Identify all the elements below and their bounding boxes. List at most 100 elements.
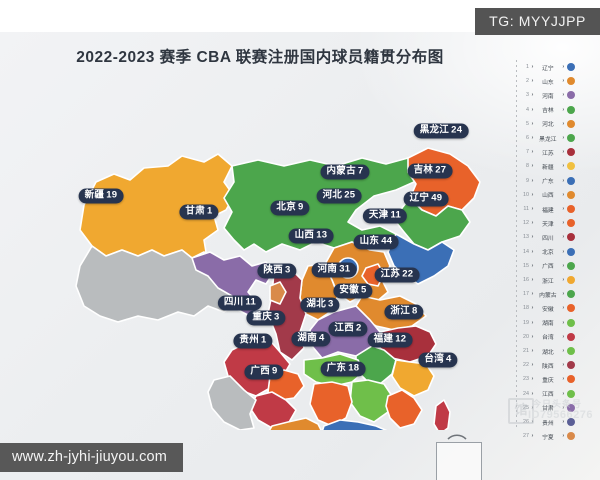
legend-rank: 16 xyxy=(523,277,529,284)
chevron-right-icon: › xyxy=(562,220,565,227)
card-sheen xyxy=(350,32,600,182)
region-guangdong xyxy=(321,419,388,430)
legend-color-swatch xyxy=(566,91,575,100)
map-label-3: 辽宁 49 xyxy=(403,191,449,207)
region-fujian xyxy=(385,389,423,429)
map-label-name: 吉林 xyxy=(413,164,434,176)
map-label-19: 江西 2 xyxy=(328,321,368,337)
map-label-count: 27 xyxy=(435,164,447,176)
map-label-count: 3 xyxy=(274,311,280,323)
legend-row: 9 › 广东 › xyxy=(522,174,598,188)
chevron-right-icon: › xyxy=(562,333,565,340)
chevron-right-icon: › xyxy=(562,348,565,355)
chevron-right-icon: › xyxy=(531,92,534,99)
legend-region-name: 湖南 xyxy=(542,321,554,328)
chevron-right-icon: › xyxy=(531,390,534,397)
map-label-10: 山东 44 xyxy=(353,234,399,250)
map-label-count: 5 xyxy=(361,284,367,296)
chevron-right-icon: › xyxy=(562,376,565,383)
map-label-18: 浙江 8 xyxy=(384,304,424,320)
chevron-right-icon: › xyxy=(531,191,534,198)
map-label-22: 福建 12 xyxy=(367,332,413,348)
chevron-right-icon: › xyxy=(531,234,534,241)
legend-rank: 20 xyxy=(523,333,529,340)
legend-region-name: 广东 xyxy=(542,179,554,186)
map-label-count: 18 xyxy=(348,362,360,374)
legend-rank: 13 xyxy=(523,234,529,241)
legend-region-name: 安徽 xyxy=(542,306,554,313)
legend-region-name: 贵州 xyxy=(542,420,554,427)
map-label-name: 福建 xyxy=(373,333,394,345)
map-label-count: 19 xyxy=(106,189,118,201)
legend-row: 13 › 四川 › xyxy=(522,230,598,244)
legend-region-name: 内蒙古 xyxy=(539,292,557,299)
chevron-right-icon: › xyxy=(531,248,534,255)
chevron-right-icon: › xyxy=(531,376,534,383)
legend-color-swatch xyxy=(566,347,575,356)
legend-region-name: 河南 xyxy=(542,93,554,100)
legend-rank: 10 xyxy=(523,191,529,198)
legend-rank: 11 xyxy=(523,206,529,213)
map-label-count: 12 xyxy=(395,333,407,345)
legend-row: 1 › 辽宁 › xyxy=(522,60,598,74)
legend-color-swatch xyxy=(566,233,575,242)
chevron-right-icon: › xyxy=(562,163,565,170)
telegram-banner: TG: MYYJJPP xyxy=(475,8,600,35)
map-label-11: 陕西 3 xyxy=(257,263,297,279)
legend-color-swatch xyxy=(566,375,575,384)
chevron-right-icon: › xyxy=(531,206,534,213)
map-label-name: 湖南 xyxy=(297,332,318,344)
region-taiwan xyxy=(433,399,451,430)
legend-rank: 6 xyxy=(526,135,529,142)
legend-color-swatch xyxy=(566,219,575,228)
chevron-right-icon: › xyxy=(531,333,534,340)
legend-color-swatch xyxy=(566,418,575,427)
legend-row: 8 › 新疆 › xyxy=(522,159,598,173)
legend-row: 11 › 福建 › xyxy=(522,202,598,216)
map-label-25: 广东 18 xyxy=(320,361,366,377)
legend-rank: 12 xyxy=(523,220,529,227)
chevron-right-icon: › xyxy=(562,177,565,184)
legend-color-swatch xyxy=(566,403,575,412)
legend-color-swatch xyxy=(566,105,575,114)
legend-color-swatch xyxy=(566,261,575,270)
map-label-count: 1 xyxy=(207,205,213,217)
region-ningxia xyxy=(269,281,287,305)
legend-color-swatch xyxy=(566,290,575,299)
legend-rail-divider xyxy=(516,60,517,430)
map-label-name: 辽宁 xyxy=(409,192,430,204)
legend-color-swatch xyxy=(566,77,575,86)
legend-region-name: 湖北 xyxy=(542,349,554,356)
china-map: 黑龙江 24 吉林 27 内蒙古 7 辽宁 49 新疆 19 北京 9 甘肃 1 河北 25 天津 11 山西 13 山… xyxy=(18,70,508,480)
legend-rank: 26 xyxy=(523,419,529,426)
map-label-count: 3 xyxy=(328,298,334,310)
page-title: 2022-2023 赛季 CBA 联赛注册国内球员籍贯分布图 xyxy=(76,49,444,66)
map-label-name: 安徽 xyxy=(339,284,360,296)
map-label-13: 江苏 22 xyxy=(374,267,420,283)
region-jilin xyxy=(395,197,471,251)
region-zhejiang xyxy=(391,359,435,397)
legend-region-name: 天津 xyxy=(542,221,554,228)
legend-row: 14 › 北京 › xyxy=(522,245,598,259)
map-label-count: 4 xyxy=(319,332,325,344)
chevron-right-icon: › xyxy=(531,149,534,156)
map-label-1: 吉林 27 xyxy=(407,163,453,179)
region-guangxi xyxy=(268,417,322,430)
map-label-9: 山西 13 xyxy=(288,228,334,244)
legend-rank: 21 xyxy=(523,348,529,355)
legend-row: 3 › 河南 › xyxy=(522,88,598,102)
legend-region-name: 广西 xyxy=(542,264,554,271)
map-label-count: 11 xyxy=(390,209,402,221)
chevron-right-icon: › xyxy=(562,291,565,298)
map-label-20: 贵州 1 xyxy=(233,333,273,349)
chevron-right-icon: › xyxy=(562,78,565,85)
legend-row: 12 › 天津 › xyxy=(522,216,598,230)
chevron-right-icon: › xyxy=(562,262,565,269)
chevron-right-icon: › xyxy=(531,305,534,312)
legend-region-name: 台湾 xyxy=(542,335,554,342)
legend-row: 10 › 山西 › xyxy=(522,188,598,202)
map-label-name: 天津 xyxy=(368,209,389,221)
map-label-count: 11 xyxy=(245,296,257,308)
legend-row: 17 › 内蒙古 › xyxy=(522,287,598,301)
